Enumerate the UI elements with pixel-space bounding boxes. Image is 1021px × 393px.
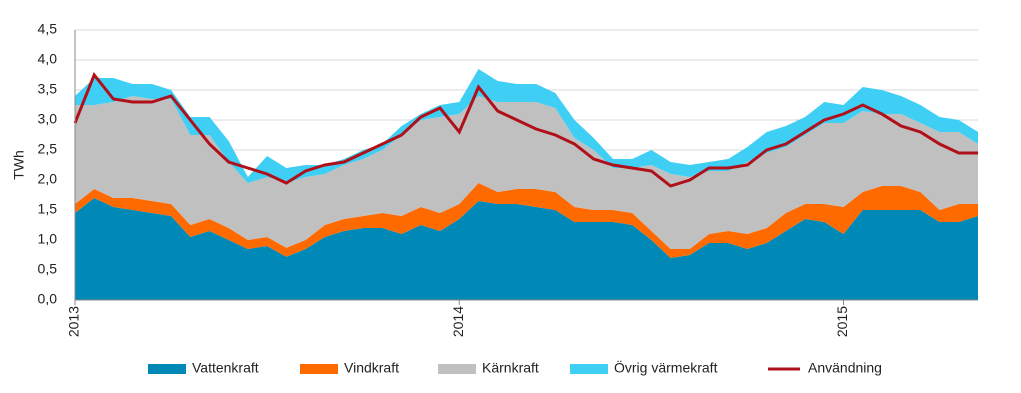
- legend-swatch: [438, 364, 476, 374]
- y-tick-label: 1,0: [38, 231, 58, 247]
- y-tick-label: 4,0: [38, 51, 58, 67]
- y-tick-label: 1,5: [38, 201, 58, 217]
- y-tick-label: 3,5: [38, 81, 58, 97]
- area: [75, 69, 978, 183]
- line: [73, 72, 978, 188]
- legend-swatch: [300, 364, 338, 374]
- legend-swatch: [570, 364, 608, 374]
- legend-label: Vattenkraft: [192, 360, 259, 376]
- x-tick-label: 2015: [834, 306, 850, 337]
- x-tick-label: 2014: [450, 306, 466, 337]
- legend-label: Övrig värmekraft: [614, 359, 718, 376]
- x-tick-label: 2013: [66, 306, 82, 337]
- y-tick-label: 2,5: [38, 141, 58, 157]
- y-tick-label: 0,5: [38, 261, 58, 277]
- legend-swatch: [148, 364, 186, 374]
- area: [75, 183, 978, 258]
- y-tick-label: 3,0: [38, 111, 58, 127]
- legend-label: Vindkraft: [344, 360, 399, 376]
- area: [75, 96, 978, 249]
- y-tick-label: 4,5: [38, 21, 58, 37]
- y-tick-label: 2,0: [38, 171, 58, 187]
- area: [75, 198, 978, 300]
- y-tick-label: 0,0: [38, 291, 58, 307]
- y-axis-label: TWh: [11, 150, 27, 180]
- legend-label: Kärnkraft: [482, 360, 539, 376]
- legend-label: Användning: [808, 360, 882, 376]
